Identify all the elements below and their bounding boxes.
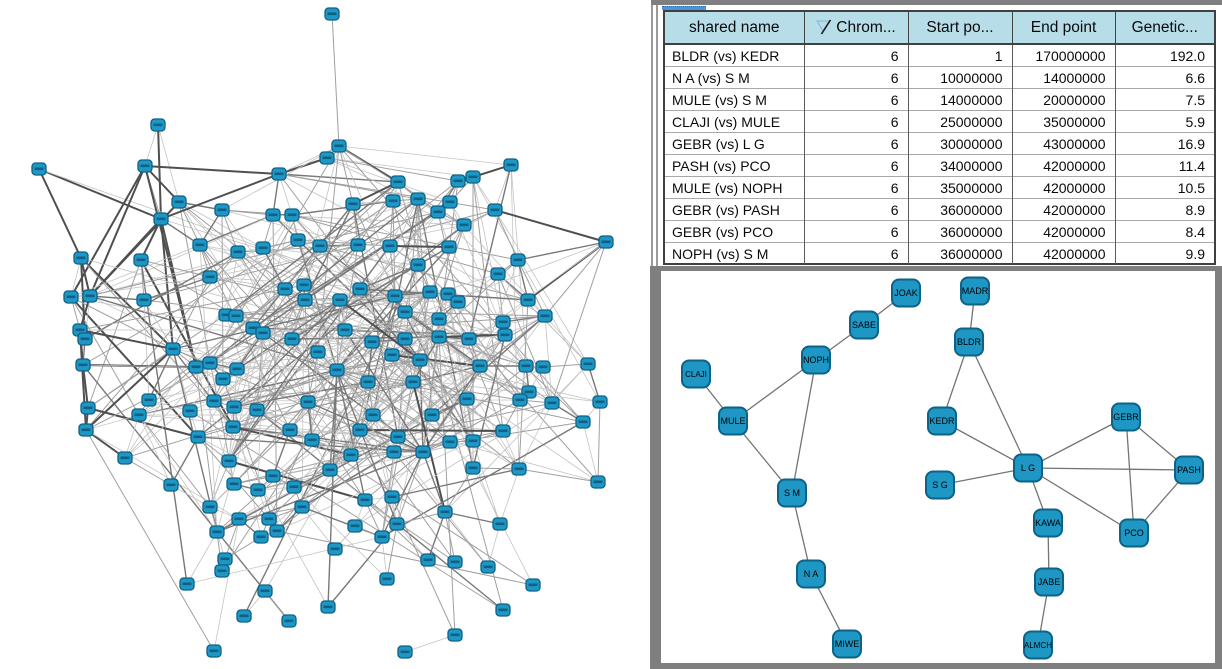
svg-text:PCO: PCO (1124, 528, 1144, 538)
svg-text:S G: S G (932, 480, 948, 490)
svg-text:PASH: PASH (1177, 465, 1201, 475)
svg-text:MADR: MADR (962, 286, 989, 296)
svg-text:KAWA: KAWA (1035, 518, 1061, 528)
svg-text:SABE: SABE (852, 320, 876, 330)
svg-text:L G: L G (1021, 463, 1035, 473)
svg-text:JABE: JABE (1038, 577, 1061, 587)
svg-text:MULE: MULE (720, 416, 745, 426)
svg-text:CLAJI: CLAJI (685, 370, 707, 379)
svg-text:MIWE: MIWE (835, 639, 860, 649)
svg-text:BLDR: BLDR (957, 337, 982, 347)
svg-text:S M: S M (784, 488, 800, 498)
svg-text:N A: N A (804, 569, 819, 579)
svg-text:KEDR: KEDR (929, 416, 955, 426)
svg-text:NOPH: NOPH (803, 355, 829, 365)
svg-text:GEBR: GEBR (1113, 412, 1139, 422)
svg-text:ALMCH: ALMCH (1024, 641, 1052, 650)
svg-text:JOAK: JOAK (894, 288, 918, 298)
